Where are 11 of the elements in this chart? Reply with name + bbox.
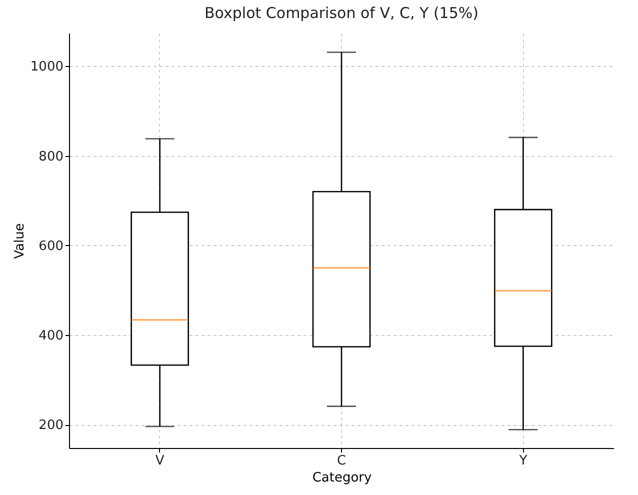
y-tick-label: 1000	[30, 60, 64, 75]
x-tick-label: C	[336, 454, 346, 468]
y-tick-label: 400	[38, 328, 64, 344]
y-tick-label: 200	[38, 418, 64, 434]
y-tick-label: 800	[38, 149, 64, 164]
y-axis-title: Value	[12, 223, 28, 259]
x-tick-label: Y	[518, 454, 528, 468]
y-tick-label: 600	[38, 238, 64, 254]
chart-title: Boxplot Comparison of V, C, Y (15%)	[204, 4, 478, 22]
x-tick-label: V	[155, 454, 164, 468]
x-axis-title: Category	[312, 470, 372, 486]
